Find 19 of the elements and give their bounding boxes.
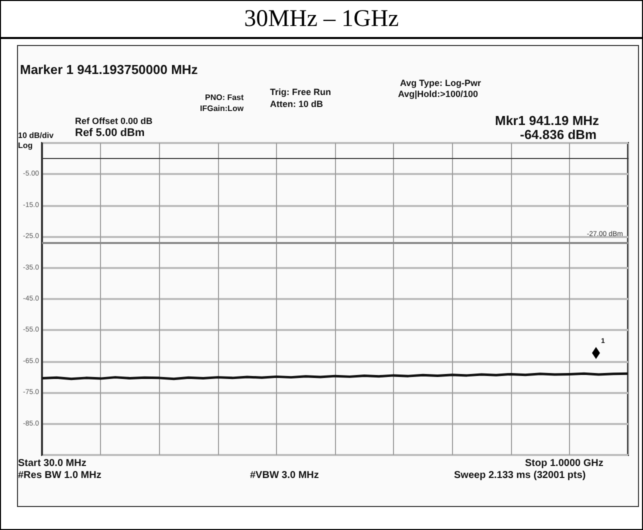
chart-title: 30MHz – 1GHz — [1, 1, 642, 39]
text: Avg Type: Log-Pwr — [400, 78, 481, 88]
text: Trig: Free Run — [270, 87, 332, 97]
text: -64.836 dBm — [520, 127, 597, 142]
text: Marker 1 941.193750000 MHz — [20, 62, 198, 77]
text: IFGain:Low — [200, 104, 244, 113]
text: PNO: Fast — [205, 93, 244, 102]
text: #Res BW 1.0 MHz — [18, 470, 102, 481]
text: Stop 1.0000 GHz — [525, 458, 604, 469]
text: Start 30.0 MHz — [18, 458, 86, 469]
text: Mkr1 941.19 MHz — [495, 113, 600, 128]
text: Avg|Hold:>100/100 — [398, 89, 478, 99]
text: #VBW 3.0 MHz — [250, 470, 319, 481]
text: Atten: 10 dB — [270, 99, 324, 109]
text: Log — [18, 141, 33, 150]
text: Ref Offset 0.00 dB — [75, 116, 153, 126]
text: Ref 5.00 dBm — [75, 127, 145, 139]
text: Sweep 2.133 ms (32001 pts) — [454, 470, 586, 481]
text: 10 dB/div — [18, 131, 54, 140]
